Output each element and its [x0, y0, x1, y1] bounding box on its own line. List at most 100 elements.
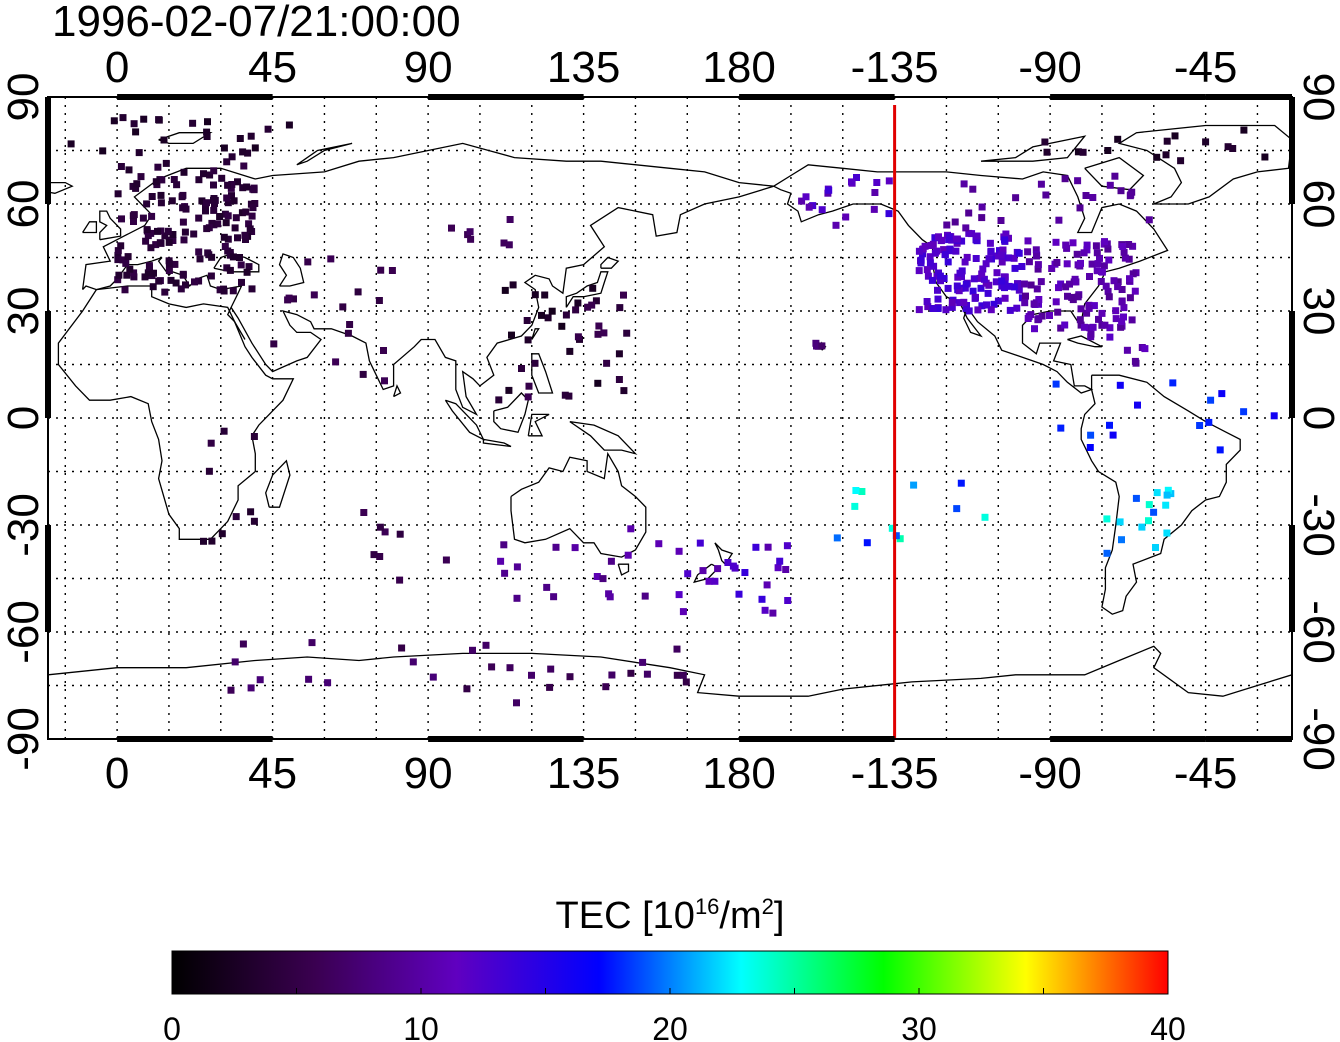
tec-point: [848, 178, 855, 186]
tec-point: [1101, 238, 1108, 246]
tec-point: [1089, 194, 1097, 201]
tec-point: [130, 269, 138, 277]
tec-point: [1024, 237, 1032, 245]
tec-point: [1074, 177, 1082, 185]
tec-point: [1034, 265, 1042, 273]
tec-point: [983, 301, 991, 309]
lon-label-top: -45: [1174, 43, 1238, 92]
tec-point: [818, 206, 826, 214]
tec-point: [124, 253, 132, 261]
tec-point: [155, 116, 163, 124]
tec-point: [926, 253, 934, 261]
tec-point: [1134, 401, 1141, 409]
tec-point: [1109, 431, 1117, 439]
tec-point: [239, 640, 247, 648]
colorbar-tick-label: 30: [901, 1011, 937, 1042]
tec-point: [1106, 333, 1114, 341]
tec-point: [594, 379, 602, 387]
tec-point: [679, 608, 687, 616]
colorbar-tick-label: 10: [403, 1011, 439, 1042]
tec-point: [1153, 153, 1161, 161]
lat-label-right: 90: [1294, 73, 1340, 122]
tec-point: [655, 540, 663, 548]
tec-point: [118, 215, 125, 223]
tec-point: [1240, 408, 1248, 416]
tec-point: [944, 284, 952, 292]
tec-point: [1034, 261, 1042, 269]
tec-point: [531, 359, 539, 367]
tec-point: [986, 239, 994, 247]
tec-point: [142, 237, 150, 245]
tec-point: [133, 180, 141, 188]
tec-point: [1080, 249, 1088, 257]
tec-point: [1207, 396, 1215, 404]
tec-point: [940, 275, 948, 282]
tec-point: [1052, 238, 1060, 246]
tec-point: [232, 513, 240, 521]
tec-point: [764, 543, 772, 551]
tec-point: [953, 282, 961, 290]
tec-point: [150, 269, 157, 277]
tec-point: [1080, 323, 1088, 331]
lon-label-bottom: 0: [105, 749, 129, 798]
coast-canadian-arctic: [980, 135, 1087, 162]
tec-point: [1104, 147, 1112, 154]
tec-point: [627, 525, 635, 533]
tec-point: [818, 342, 826, 350]
tec-point: [162, 159, 170, 167]
tec-point: [990, 300, 998, 308]
tec-point: [942, 306, 950, 314]
tec-point: [923, 298, 931, 305]
tec-point: [955, 287, 963, 295]
tec-point: [1076, 316, 1084, 324]
tec-point: [970, 275, 978, 283]
tec-point: [936, 272, 944, 280]
coast-java: [482, 438, 512, 448]
lat-label-right: 30: [1294, 287, 1340, 336]
tec-point: [161, 288, 169, 296]
tec-point: [1105, 293, 1113, 301]
tec-point: [531, 291, 539, 299]
tec-point: [1120, 248, 1128, 256]
tec-point: [488, 663, 496, 671]
tec-point: [130, 211, 138, 219]
tec-point: [1069, 239, 1077, 247]
tec-point: [1033, 285, 1041, 293]
frame-bar-top: [1050, 94, 1206, 100]
tec-point: [1095, 315, 1102, 323]
tec-point: [593, 573, 601, 580]
tec-point: [1123, 346, 1131, 354]
tec-point: [121, 286, 129, 294]
tec-point: [682, 678, 690, 686]
tec-point: [156, 239, 164, 247]
coast-eurasia: [81, 142, 774, 416]
tec-point: [346, 321, 354, 328]
frame-bar-left: [45, 525, 51, 632]
tec-point: [207, 439, 215, 447]
frame-bar-top: [117, 94, 273, 100]
tec-point: [179, 218, 187, 226]
coast-new-guinea: [569, 420, 638, 455]
tec-point: [605, 590, 613, 598]
tec-point: [305, 675, 313, 683]
tec-point: [892, 532, 900, 540]
tec-point: [1116, 518, 1124, 526]
tec-point: [339, 303, 347, 311]
tec-point: [165, 267, 173, 274]
tec-point: [500, 239, 508, 247]
tec-point: [910, 481, 918, 489]
tec-point: [1104, 287, 1112, 295]
tec-point: [973, 232, 981, 240]
tec-point: [608, 671, 616, 679]
coast-antarctica: [48, 645, 1292, 697]
coast-ireland: [82, 221, 98, 234]
tec-point: [158, 176, 166, 184]
tec-point: [210, 206, 218, 214]
tec-point: [951, 218, 959, 226]
tec-point: [241, 231, 249, 239]
tec-point: [524, 393, 532, 401]
tec-point: [998, 277, 1006, 285]
tec-point: [236, 135, 244, 142]
coast-britain: [99, 210, 122, 241]
tec-point: [114, 247, 122, 255]
